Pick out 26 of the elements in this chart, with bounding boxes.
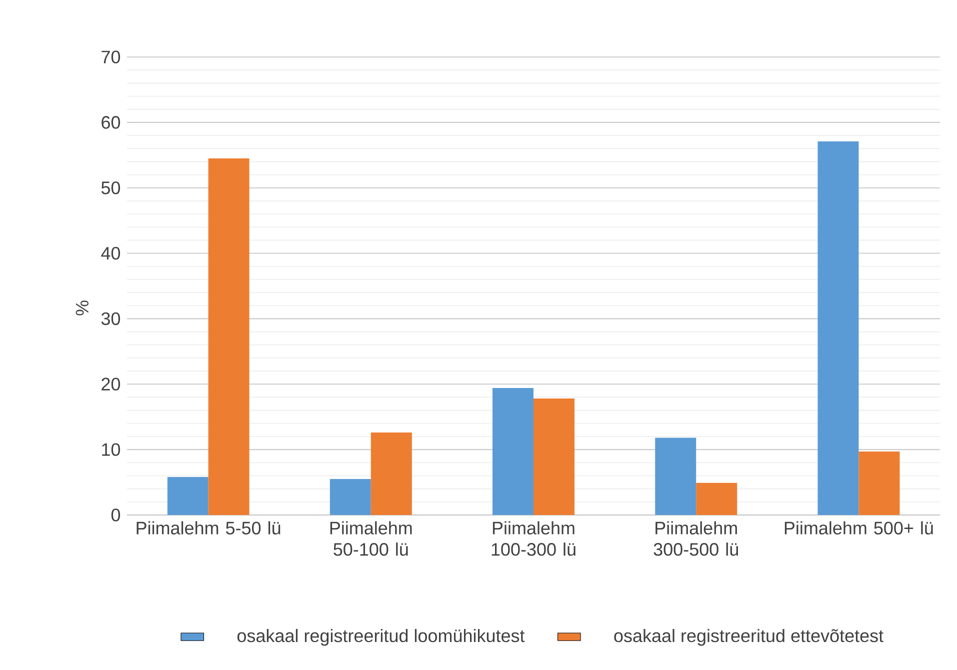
y-tick-label: 50 [101,181,120,194]
bar [208,158,250,515]
legend-label: osakaal registreeritud loomühikutest [237,628,525,646]
bar [696,482,738,515]
y-tick-label: 30 [101,312,120,326]
y-tick-label: 40 [101,246,120,260]
y-tick-label: 0 [111,508,120,522]
bar [655,438,696,515]
y-tick-label: 10 [102,443,120,456]
x-tick-label: Piimalehm 100-300 lü [492,521,576,556]
x-tick-label: Piimalehm 50-100 lü [330,521,412,556]
y-tick-label: 20 [102,378,120,390]
x-tick-label: Piimalehm 300-500 lü [654,521,738,556]
y-tick-label: 60 [102,116,120,129]
bar [858,452,900,515]
bar [370,432,412,515]
bar [818,141,859,515]
y-tick-label: 70 [102,50,120,64]
y-axis-title: % [76,300,88,316]
bar [534,398,575,515]
legend-label: osakaal registreeritud ettevõtetest [614,628,884,646]
x-tick-label: Piimalehm 500+ lü [784,521,933,534]
bar [330,479,371,515]
bar [167,477,208,515]
bar [492,388,534,515]
x-tick-label: Piimalehm 5-50 lü [136,521,280,534]
